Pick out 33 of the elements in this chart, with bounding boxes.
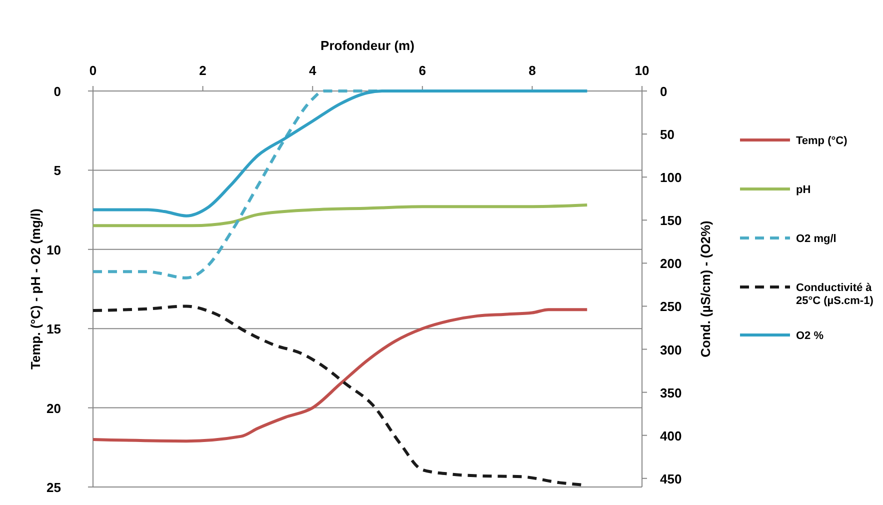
x-tick-label: 4 bbox=[308, 63, 317, 78]
y-axis-title: Temp. (°C) - pH - O2 (mg/l) bbox=[28, 208, 43, 370]
x-tick-label: 0 bbox=[89, 63, 97, 78]
y2-tick-label: 0 bbox=[660, 84, 668, 99]
legend-label: O2 % bbox=[796, 330, 824, 342]
y-tick-label: 20 bbox=[46, 400, 61, 416]
y2-tick-label: 150 bbox=[660, 213, 682, 228]
x-tick-label: 10 bbox=[634, 63, 650, 78]
y-tick-label: 25 bbox=[46, 480, 61, 495]
y2-tick-label: 350 bbox=[660, 385, 682, 400]
y-tick-label: 0 bbox=[54, 84, 61, 99]
legend-label: Temp (°C) bbox=[796, 135, 848, 147]
y2-tick-label: 200 bbox=[660, 256, 682, 272]
y-tick-label: 10 bbox=[46, 242, 61, 258]
y2-tick-label: 450 bbox=[660, 471, 682, 486]
legend-label: Conductivité à 25°C (µS.cm-1) bbox=[796, 282, 874, 307]
x-tick-label: 8 bbox=[528, 63, 536, 78]
y-tick-label: 15 bbox=[46, 322, 61, 337]
y2-tick-label: 250 bbox=[660, 299, 682, 314]
y2-tick-label: 400 bbox=[660, 428, 682, 444]
x-axis-title: Profondeur (m) bbox=[320, 38, 414, 53]
legend-label: O2 mg/l bbox=[796, 233, 836, 245]
line-series bbox=[92, 308, 589, 443]
y-tick-label: 5 bbox=[54, 163, 61, 178]
y2-tick-label: 300 bbox=[660, 342, 682, 358]
x-tick-label: 6 bbox=[418, 63, 426, 78]
y2-tick-label: 100 bbox=[660, 170, 682, 186]
y2-tick-label: 50 bbox=[660, 127, 674, 142]
line-series bbox=[92, 90, 589, 218]
y2-axis-title: Cond. (µS/cm) - (O2%) bbox=[698, 220, 713, 358]
x-tick-label: 2 bbox=[199, 63, 206, 78]
legend-label: pH bbox=[796, 184, 811, 196]
line-series bbox=[92, 204, 589, 228]
